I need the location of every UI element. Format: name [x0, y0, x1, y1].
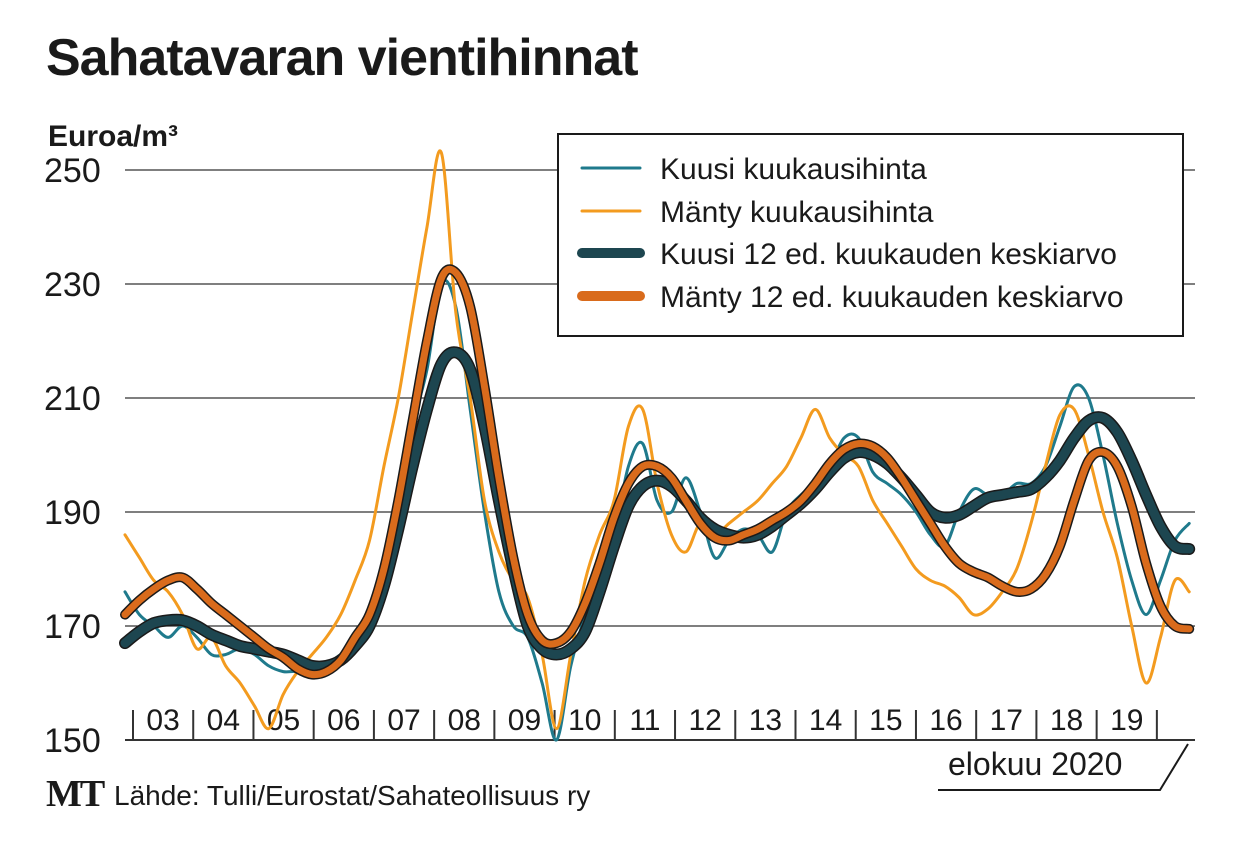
x-tick-label-19: 19	[1110, 704, 1143, 737]
x-tick-label-09: 09	[508, 704, 541, 737]
y-tick-label-210: 210	[44, 380, 101, 418]
x-tick-label-07: 07	[387, 704, 420, 737]
legend-box	[557, 133, 1184, 337]
y-tick-label-170: 170	[44, 608, 101, 646]
x-axis: 03 04 05 06 07 08 09 10 11 12 13 14 15 16 17 18 19	[132, 704, 1158, 740]
series-lines	[119, 149, 1196, 742]
legend-label-manty-avg: Mänty 12 ed. kuukauden keskiarvo	[660, 281, 1124, 314]
x-tick-label-10: 10	[568, 704, 601, 737]
source-note: Lähde: Tulli/Eurostat/Sahateollisuus ry	[114, 780, 591, 811]
x-tick-label-13: 13	[749, 704, 782, 737]
y-axis-unit: Euroa/m³	[48, 120, 179, 153]
y-tick-labels: 150 170 190 210 230 250	[44, 152, 101, 760]
x-tick-label-14: 14	[809, 704, 842, 737]
x-tick-label-05: 05	[267, 704, 300, 737]
x-tick-label-11: 11	[629, 704, 660, 737]
x-tick-label-12: 12	[688, 704, 721, 737]
x-tick-label-03: 03	[146, 704, 179, 737]
legend: Kuusi kuukausihinta Mänty kuukausihinta …	[557, 133, 1184, 337]
x-tick-label-06: 06	[327, 704, 360, 737]
x-tick-label-17: 17	[990, 704, 1023, 737]
x-tick-label-15: 15	[869, 704, 902, 737]
legend-label-kuusi: Kuusi kuukausihinta	[660, 153, 927, 186]
x-tick-label-16: 16	[929, 704, 962, 737]
x-tick-label-04: 04	[207, 704, 240, 737]
series-line-3	[121, 265, 1193, 679]
series-line-0	[123, 278, 1191, 742]
date-label-frame	[938, 743, 1189, 791]
date-label: elokuu 2020	[948, 746, 1123, 782]
x-tick-label-08: 08	[448, 704, 481, 737]
y-tick-label-150: 150	[44, 722, 101, 760]
x-tick-label-18: 18	[1050, 704, 1083, 737]
series-outline-2	[119, 346, 1196, 673]
mt-logo: MT	[46, 773, 105, 815]
y-tick-label-230: 230	[44, 266, 101, 304]
legend-label-kuusi-avg: Kuusi 12 ed. kuukauden keskiarvo	[660, 238, 1117, 271]
y-tick-label-250: 250	[44, 152, 101, 190]
y-tick-label-190: 190	[44, 494, 101, 532]
legend-label-manty: Mänty kuukausihinta	[660, 196, 934, 229]
series-line-2	[120, 347, 1194, 672]
chart-title: Sahatavaran vientihinnat	[46, 29, 639, 87]
